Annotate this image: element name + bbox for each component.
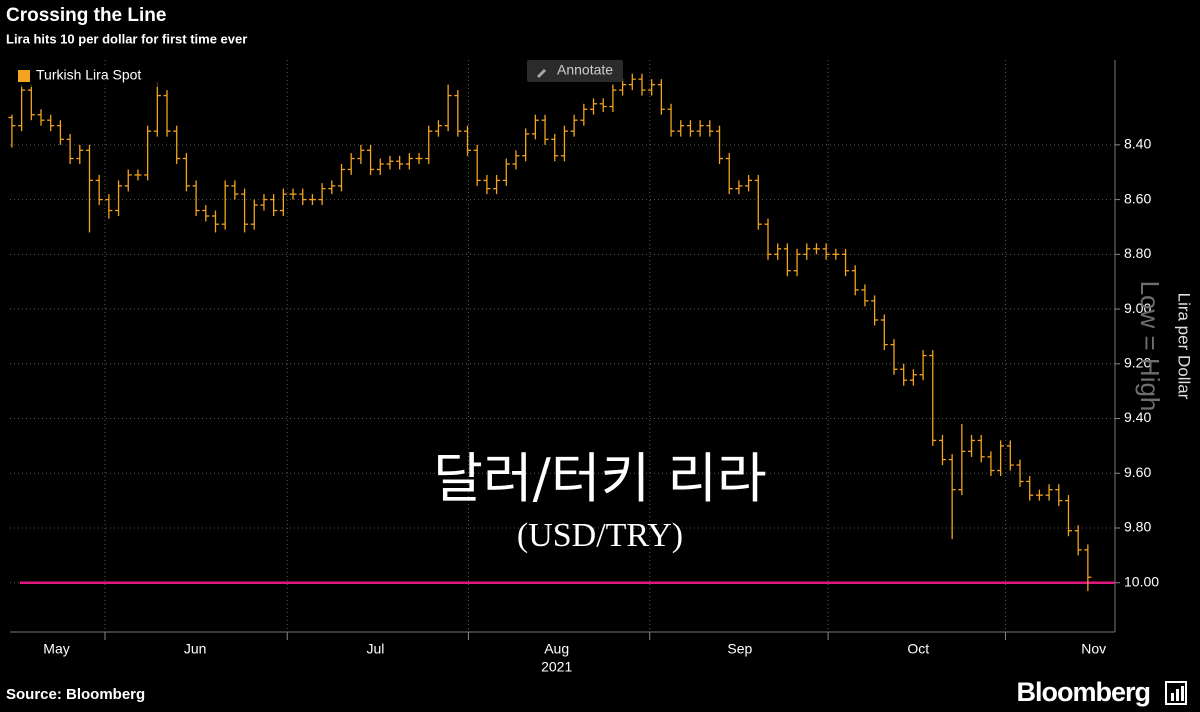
button-label[interactable]: Annotate bbox=[557, 62, 613, 78]
y-tick-label: 8.60 bbox=[1124, 190, 1151, 206]
y-axis-label: Lira per Dollar bbox=[1175, 293, 1194, 400]
pencil-icon[interactable] bbox=[537, 69, 546, 78]
logo-frame bbox=[1165, 681, 1187, 705]
watermark: Low = High bbox=[1135, 281, 1165, 412]
x-tick-label: May bbox=[43, 641, 69, 657]
chart-title: Crossing the Line bbox=[6, 5, 166, 26]
logo-bar bbox=[1181, 686, 1184, 701]
x-tick-label: Nov bbox=[1081, 641, 1106, 657]
annotate-button[interactable]: Annotate bbox=[527, 60, 623, 82]
source: Source: Bloomberg bbox=[6, 686, 145, 703]
legend-background bbox=[14, 65, 172, 87]
y-tick-label: 9.40 bbox=[1124, 409, 1151, 425]
overlay-title: 달러/터키 리라 bbox=[433, 447, 766, 510]
y-tick-label: 8.40 bbox=[1124, 136, 1151, 152]
button-background[interactable] bbox=[527, 60, 623, 82]
series bbox=[8, 73, 1092, 591]
y-tick-label: 9.00 bbox=[1124, 300, 1151, 316]
legend-swatch bbox=[18, 70, 30, 82]
y-tick-label: 10.00 bbox=[1124, 573, 1159, 589]
x-tick-label: Jul bbox=[366, 641, 384, 657]
y-tick-label: 9.20 bbox=[1124, 354, 1151, 370]
logo-icon bbox=[1165, 681, 1187, 705]
x-tick-label: Oct bbox=[907, 641, 929, 657]
overlay-subtitle: (USD/TRY) bbox=[517, 517, 683, 554]
x-tick-label: Sep bbox=[727, 641, 752, 657]
logo-bar bbox=[1171, 693, 1174, 701]
x-year-label: 2021 bbox=[541, 659, 572, 675]
legend-label: Turkish Lira Spot bbox=[36, 67, 141, 83]
y-tick-label: 9.60 bbox=[1124, 464, 1151, 480]
logo-bar bbox=[1176, 689, 1179, 701]
x-tick-label: Aug bbox=[544, 641, 569, 657]
y-tick-label: 9.80 bbox=[1124, 519, 1151, 535]
logo: Bloomberg bbox=[1016, 677, 1150, 707]
chart-subtitle: Lira hits 10 per dollar for first time e… bbox=[6, 31, 247, 46]
x-tick-label: Jun bbox=[184, 641, 207, 657]
y-tick-label: 8.80 bbox=[1124, 245, 1151, 261]
